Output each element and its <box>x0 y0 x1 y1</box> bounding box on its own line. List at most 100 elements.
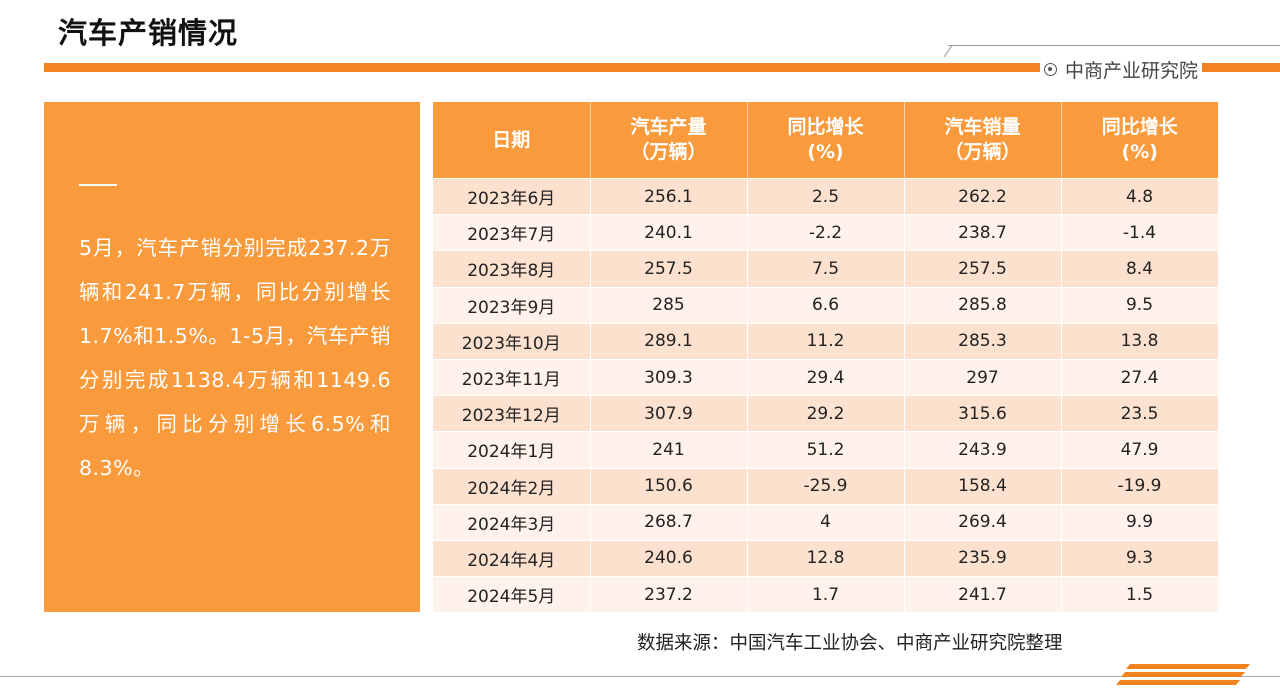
header-date: 日期 <box>433 102 591 179</box>
table-row: 2024年5月 237.2 1.7 241.7 1.5 <box>433 576 1219 613</box>
header-label-line: 日期 <box>492 128 531 151</box>
table-row: 2023年10月 289.1 11.2 285.3 13.8 <box>433 322 1219 360</box>
page-title: 汽车产销情况 <box>58 16 239 50</box>
cell-production: 257.5 <box>590 250 748 288</box>
cell-production-yoy: 12.8 <box>747 539 905 577</box>
cell-date: 2023年10月 <box>433 322 591 360</box>
cell-sales-yoy: 1.5 <box>1061 576 1219 613</box>
cell-sales: 315.6 <box>904 395 1062 432</box>
cell-sales: 158.4 <box>904 467 1062 505</box>
cell-sales-yoy: 4.8 <box>1061 177 1219 215</box>
cell-sales: 285.8 <box>904 286 1062 324</box>
table-row: 2023年7月 240.1 -2.2 238.7 -1.4 <box>433 214 1219 251</box>
table-row: 2024年3月 268.7 4 269.4 9.9 <box>433 503 1219 541</box>
header-label-line: 汽车销量 <box>944 116 1021 138</box>
header-production-yoy: 同比增长 (%) <box>747 102 905 179</box>
cell-sales: 257.5 <box>904 250 1062 288</box>
brand-name: 中商产业研究院 <box>1065 60 1199 82</box>
table-row: 2023年12月 307.9 29.2 315.6 23.5 <box>433 395 1219 432</box>
footer-divider <box>0 676 1280 677</box>
cell-date: 2024年4月 <box>433 539 591 577</box>
cell-date: 2023年8月 <box>433 250 591 288</box>
header-label-line: (%) <box>807 141 844 163</box>
cell-date: 2024年2月 <box>433 467 591 505</box>
cell-production-yoy: 29.2 <box>747 395 905 432</box>
cell-date: 2023年12月 <box>433 395 591 432</box>
cell-sales: 285.3 <box>904 322 1062 360</box>
cell-production: 237.2 <box>590 576 748 613</box>
cell-production: 309.3 <box>590 358 748 396</box>
brand-logo-icon <box>1044 63 1057 76</box>
cell-sales-yoy: 8.4 <box>1061 250 1219 288</box>
source-note: 数据来源：中国汽车工业协会、中商产业研究院整理 <box>637 633 1063 654</box>
cell-sales-yoy: -1.4 <box>1061 214 1219 251</box>
header-sales-yoy: 同比增长 (%) <box>1061 102 1218 179</box>
footer-stripes <box>1108 664 1258 686</box>
cell-sales-yoy: 9.9 <box>1061 503 1219 541</box>
footer-stripe <box>1125 664 1251 669</box>
footer-stripe <box>1115 680 1241 685</box>
cell-production-yoy: 6.6 <box>747 286 905 324</box>
table-row: 2023年9月 285 6.6 285.8 9.5 <box>433 286 1219 324</box>
footer-stripe <box>1120 672 1246 677</box>
table-row: 2024年2月 150.6 -25.9 158.4 -19.9 <box>433 467 1219 505</box>
cell-production: 240.1 <box>590 214 748 251</box>
cell-sales: 241.7 <box>904 576 1062 613</box>
header-label-line: 同比增长 <box>1101 116 1178 138</box>
table-row: 2023年8月 257.5 7.5 257.5 8.4 <box>433 250 1219 288</box>
cell-production-yoy: -25.9 <box>747 467 905 505</box>
cell-production: 268.7 <box>590 503 748 541</box>
table-row: 2023年6月 256.1 2.5 262.2 4.8 <box>433 177 1219 215</box>
cell-production-yoy: 1.7 <box>747 576 905 613</box>
cell-production: 307.9 <box>590 395 748 432</box>
header-label-line: (%) <box>1121 141 1158 163</box>
cell-date: 2023年7月 <box>433 214 591 251</box>
cell-sales-yoy: 23.5 <box>1061 395 1219 432</box>
header-divider <box>44 63 1280 72</box>
cell-production: 241 <box>590 431 748 468</box>
cell-production: 289.1 <box>590 322 748 360</box>
cell-sales: 297 <box>904 358 1062 396</box>
cell-sales: 269.4 <box>904 503 1062 541</box>
summary-dash <box>79 184 117 186</box>
cell-sales-yoy: 27.4 <box>1061 358 1219 396</box>
cell-production: 285 <box>590 286 748 324</box>
cell-sales: 262.2 <box>904 177 1062 215</box>
table-row: 2024年4月 240.6 12.8 235.9 9.3 <box>433 539 1219 577</box>
header-sales: 汽车销量 （万辆） <box>904 102 1062 179</box>
cell-production: 256.1 <box>590 177 748 215</box>
table-row: 2024年1月 241 51.2 243.9 47.9 <box>433 431 1219 468</box>
cell-production-yoy: 51.2 <box>747 431 905 468</box>
cell-date: 2024年3月 <box>433 503 591 541</box>
cell-sales: 243.9 <box>904 431 1062 468</box>
cell-sales: 238.7 <box>904 214 1062 251</box>
cell-date: 2024年5月 <box>433 576 591 613</box>
cell-sales-yoy: 47.9 <box>1061 431 1219 468</box>
cell-production-yoy: 7.5 <box>747 250 905 288</box>
cell-production-yoy: 11.2 <box>747 322 905 360</box>
cell-production-yoy: 2.5 <box>747 177 905 215</box>
cell-production: 150.6 <box>590 467 748 505</box>
header-label-line: （万辆） <box>944 141 1021 163</box>
cell-production: 240.6 <box>590 539 748 577</box>
table-header-row: 日期 汽车产量 （万辆） 同比增长 (%) 汽车销量 （万辆） 同比增长 (%) <box>433 102 1218 179</box>
header-label-line: 同比增长 <box>787 116 864 138</box>
cell-date: 2023年11月 <box>433 358 591 396</box>
cell-date: 2023年9月 <box>433 286 591 324</box>
cell-sales-yoy: 13.8 <box>1061 322 1219 360</box>
header-production: 汽车产量 （万辆） <box>590 102 748 179</box>
header-divider-thin <box>948 45 1280 46</box>
cell-sales-yoy: 9.5 <box>1061 286 1219 324</box>
header-label-line: （万辆） <box>630 141 707 163</box>
cell-date: 2023年6月 <box>433 177 591 215</box>
brand: 中商产业研究院 <box>1040 56 1203 83</box>
header-label-line: 汽车产量 <box>630 116 707 138</box>
cell-production-yoy: -2.2 <box>747 214 905 251</box>
header-divider-slant <box>943 45 953 58</box>
data-table: 日期 汽车产量 （万辆） 同比增长 (%) 汽车销量 （万辆） 同比增长 (%) 202… <box>433 102 1219 613</box>
cell-sales: 235.9 <box>904 539 1062 577</box>
cell-date: 2024年1月 <box>433 431 591 468</box>
cell-production-yoy: 29.4 <box>747 358 905 396</box>
cell-production-yoy: 4 <box>747 503 905 541</box>
cell-sales-yoy: -19.9 <box>1061 467 1219 505</box>
